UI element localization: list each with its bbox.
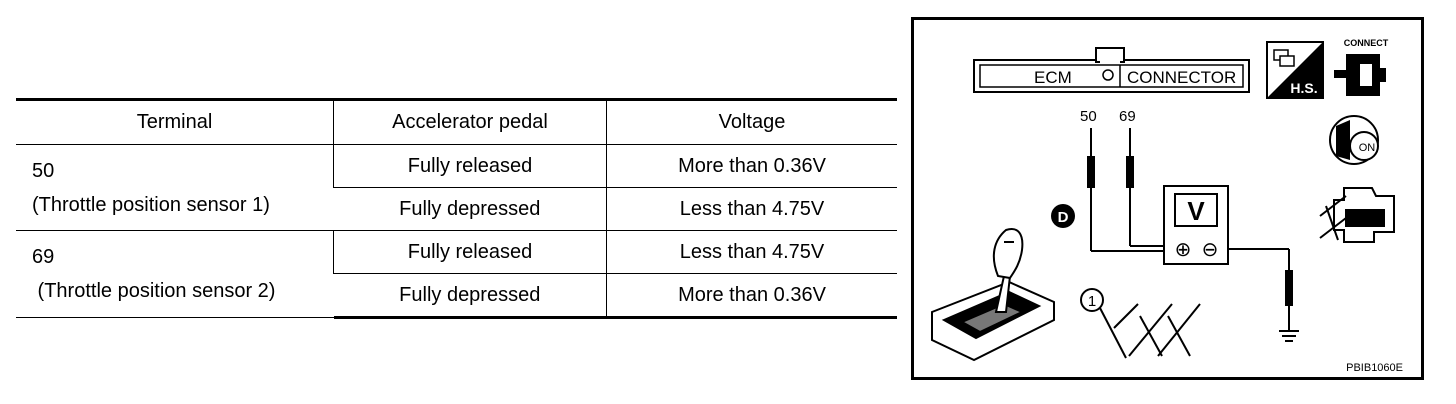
probe-wires bbox=[1087, 128, 1299, 342]
pedal-cell: Fully released bbox=[333, 144, 607, 188]
table-row: 50 (Throttle position sensor 1) Fully re… bbox=[16, 144, 897, 231]
marker-1-icon bbox=[1080, 288, 1104, 312]
pin-69-label: 69 bbox=[1119, 108, 1136, 125]
figure-code: PBIB1060E bbox=[1346, 362, 1403, 374]
shift-lever-icon bbox=[931, 228, 1055, 362]
voltage-cell: Less than 4.75V bbox=[606, 187, 897, 231]
voltage-cell: More than 0.36V bbox=[606, 144, 897, 188]
table-header-row: Terminal Accelerator pedal Voltage bbox=[16, 99, 897, 145]
pedal-cell: Fully released bbox=[333, 230, 607, 274]
ignition-on-icon: ON bbox=[1329, 115, 1379, 165]
voltage-spec-table: Terminal Accelerator pedal Voltage 50 (T… bbox=[16, 98, 897, 319]
header-voltage: Voltage bbox=[606, 99, 897, 145]
meter-letter: V bbox=[1187, 196, 1205, 226]
terminal-name: (Throttle position sensor 1) bbox=[32, 193, 270, 216]
voltage-cell: Less than 4.75V bbox=[606, 230, 897, 274]
hs-icon: H.S. bbox=[1266, 41, 1324, 99]
ecm-connector: ECM CONNECTOR bbox=[973, 47, 1250, 93]
ecm-label: ECM bbox=[1034, 68, 1072, 87]
table-row: Fully depressed Less than 4.75V bbox=[16, 187, 897, 231]
on-label: ON bbox=[1359, 142, 1376, 154]
wiring-diagram: ECM CONNECTOR 50 69 bbox=[911, 17, 1424, 380]
pedal-cell: Fully depressed bbox=[333, 273, 607, 319]
marker-d-icon bbox=[1051, 204, 1075, 228]
marker-1: 1 bbox=[1088, 293, 1096, 310]
connect-label: CONNECT bbox=[1344, 38, 1389, 48]
terminal-cell: 69 (Throttle position sensor 2) bbox=[16, 230, 334, 318]
accelerator-pedal-icon bbox=[1099, 303, 1201, 359]
pedal-cell: Fully depressed bbox=[333, 187, 607, 231]
probe-plus-icon: ⊕ bbox=[1175, 239, 1192, 261]
table-row: Fully depressed More than 0.36V bbox=[16, 273, 897, 319]
marker-d: D bbox=[1058, 209, 1069, 226]
connect-icon: CONNECT bbox=[1334, 38, 1389, 96]
diagram-svg: ECM CONNECTOR 50 69 bbox=[931, 38, 1403, 374]
header-accelerator-pedal: Accelerator pedal bbox=[333, 99, 607, 145]
terminal-number: 50 bbox=[32, 159, 55, 182]
header-terminal: Terminal bbox=[16, 99, 334, 145]
voltage-cell: More than 0.36V bbox=[606, 273, 897, 319]
pin-50-label: 50 bbox=[1080, 108, 1097, 125]
probe-minus-icon: ⊖ bbox=[1202, 239, 1219, 261]
voltmeter: V ⊕ ⊖ bbox=[1163, 185, 1229, 265]
table-row: 69 (Throttle position sensor 2) Fully re… bbox=[16, 230, 897, 318]
terminal-number: 69 bbox=[32, 246, 55, 268]
hs-label: H.S. bbox=[1290, 80, 1317, 96]
connector-label: CONNECTOR bbox=[1127, 68, 1236, 87]
terminal-name: (Throttle position sensor 2) bbox=[32, 280, 276, 302]
terminal-cell: 50 (Throttle position sensor 1) bbox=[16, 144, 334, 231]
engine-off-icon bbox=[1319, 187, 1395, 243]
